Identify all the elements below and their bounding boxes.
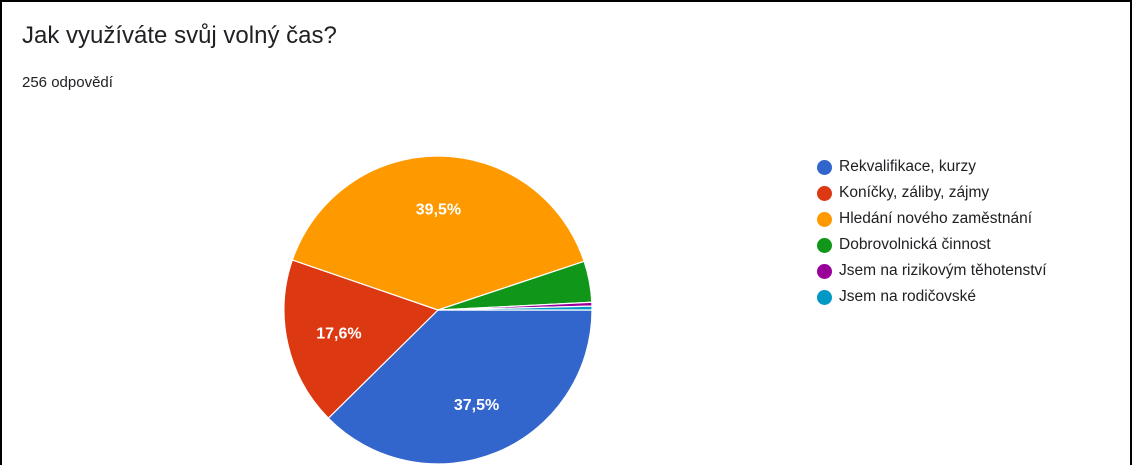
slice-value-label: 17,6% xyxy=(316,326,361,343)
slice-value-label: 39,5% xyxy=(416,201,461,218)
legend-color-dot-icon xyxy=(817,289,832,305)
legend-label: Koníčky, záliby, zájmy xyxy=(839,184,990,201)
legend-label: Rekvalifikace, kurzy xyxy=(839,158,976,175)
legend-item[interactable]: Hledání nového zaměstnání xyxy=(817,206,1047,232)
legend-color-dot-icon xyxy=(817,237,832,253)
pie-slice-0[interactable] xyxy=(327,309,593,465)
chart-title: Jak využíváte svůj volný čas? xyxy=(22,22,337,49)
legend-color-dot-icon xyxy=(817,263,832,279)
legend-label: Hledání nového zaměstnání xyxy=(839,210,1033,227)
legend-color-dot-icon xyxy=(817,185,832,201)
legend-label: Jsem na rizikovým těhotenství xyxy=(839,262,1047,279)
legend-label: Dobrovolnická činnost xyxy=(839,236,991,253)
legend-item[interactable]: Rekvalifikace, kurzy xyxy=(817,154,1047,180)
slice-value-label: 37,5% xyxy=(454,397,499,414)
legend-item[interactable]: Jsem na rizikovým těhotenství xyxy=(817,258,1047,284)
legend-item[interactable]: Koníčky, záliby, zájmy xyxy=(817,180,1047,206)
legend-color-dot-icon xyxy=(817,159,832,175)
chart-legend: Rekvalifikace, kurzy Koníčky, záliby, záj… xyxy=(817,154,1047,310)
legend-item[interactable]: Jsem na rodičovské xyxy=(817,284,1047,310)
legend-label: Jsem na rodičovské xyxy=(839,288,976,305)
legend-color-dot-icon xyxy=(817,211,832,227)
pie-chart: 37,5% 17,6% 39,5% xyxy=(283,155,593,465)
pie-slice-1[interactable] xyxy=(283,259,440,419)
pie-slice-2[interactable] xyxy=(291,155,585,311)
pie-slice-5[interactable] xyxy=(437,305,593,311)
response-count: 256 odpovědí xyxy=(22,74,113,91)
legend-item[interactable]: Dobrovolnická činnost xyxy=(817,232,1047,258)
